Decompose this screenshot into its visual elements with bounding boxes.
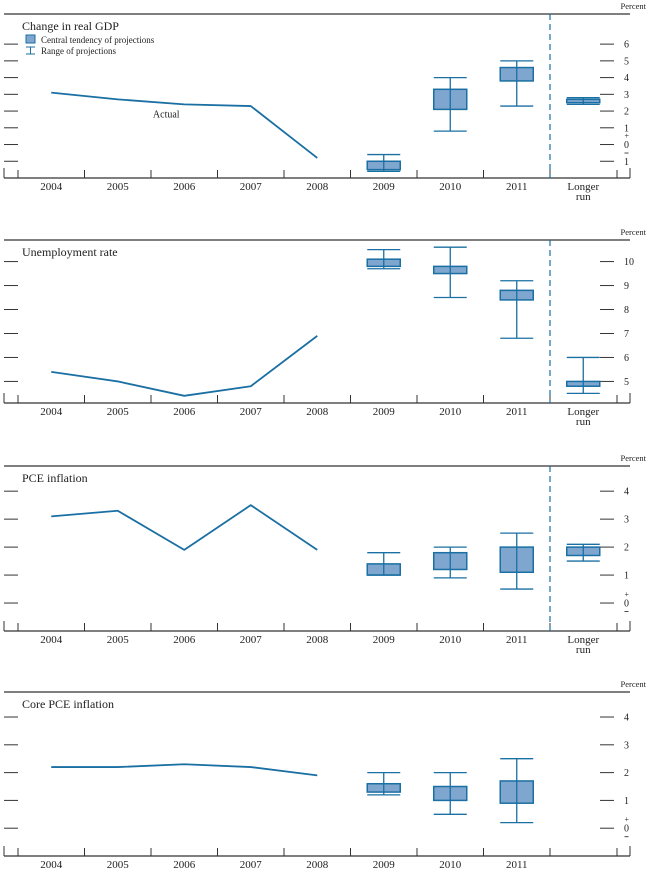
y-tick-label: 6 (624, 353, 629, 364)
y-tick-label: 0 (624, 599, 629, 610)
actual-annotation: Actual (153, 109, 180, 120)
x-tick-label: 2006 (173, 859, 196, 870)
unit-label: Percent (621, 227, 647, 237)
x-tick-label: 2004 (40, 634, 63, 646)
actual-series-line (51, 763, 318, 777)
y-tick-label: 4 (624, 713, 629, 724)
y-tick-label: 8 (624, 305, 629, 316)
y-tick-label: 2 (624, 107, 629, 118)
y-tick-label: 1 (624, 571, 629, 582)
unit-label: Percent (621, 453, 647, 463)
y-tick-label: 1 (624, 157, 629, 168)
y-tick-label: 6 (624, 40, 629, 51)
x-tick-label: Longer (567, 406, 599, 418)
x-tick-label: 2010 (439, 859, 462, 870)
x-tick-label: 2011 (506, 634, 528, 646)
panel-title: Core PCE inflation (22, 697, 114, 711)
x-tick-label: 2005 (107, 859, 130, 870)
y-tick-label: 1 (624, 123, 629, 134)
y-tick-label: 0 (624, 140, 629, 151)
x-tick-label: 2005 (107, 181, 130, 193)
plus-sign: + (625, 590, 630, 599)
x-tick-label: 2009 (373, 406, 396, 418)
x-tick-label: 2010 (439, 634, 462, 646)
x-tick-label: 2008 (306, 406, 329, 418)
panel-title: PCE inflation (22, 471, 88, 485)
x-tick-label: 2010 (439, 181, 462, 193)
x-tick-label: 2004 (40, 859, 63, 870)
x-tick-label: 2009 (373, 859, 396, 870)
x-tick-label: 2008 (306, 634, 329, 646)
x-tick-label: 2005 (107, 406, 130, 418)
panel-change-in-real-gdp: Percent Change in real GDP 6 5 4 3 2 1 0+1 2004 20… (3, 1, 647, 203)
legend-box-swatch-icon (25, 34, 36, 44)
unit-label: Percent (621, 1, 647, 11)
x-tick-label: 2007 (240, 406, 263, 418)
x-tick-label: 2011 (506, 181, 528, 193)
panel-title: Change in real GDP (22, 19, 119, 33)
x-tick-label: 2007 (240, 634, 263, 646)
y-tick-label: 4 (624, 487, 629, 498)
y-tick-label: 7 (624, 329, 629, 340)
x-tick-label: 2007 (240, 181, 263, 193)
y-tick-label: 3 (624, 515, 629, 526)
x-tick-label: 2004 (40, 181, 63, 193)
panel-pce-inflation: Percent PCE inflation 4 3 2 1 0+2004 2005 2006 20… (3, 453, 647, 656)
x-tick-label: 2008 (306, 859, 329, 870)
legend-central-tendency-label: Central tendency of projections (41, 35, 155, 45)
y-tick-label: 5 (624, 377, 629, 388)
y-tick-label: 0 (624, 824, 629, 835)
x-tick-label: Longer (567, 634, 599, 646)
plus-sign: + (625, 132, 630, 141)
y-tick-label: 10 (624, 257, 634, 268)
y-tick-label: 3 (624, 740, 629, 751)
y-tick-label: 2 (624, 543, 629, 554)
x-tick-label: run (576, 191, 591, 203)
panel-core-pce-inflation: Percent Core PCE inflation 4 3 2 1 0+2004 2005 2… (3, 679, 647, 870)
x-tick-label: 2011 (506, 859, 528, 870)
x-tick-label: Longer (567, 181, 599, 193)
panel-title: Unemployment rate (22, 245, 118, 259)
legend-range-label: Range of projections (41, 46, 116, 56)
x-tick-label: run (576, 416, 591, 428)
y-tick-label: 4 (624, 73, 629, 84)
actual-series-line (51, 335, 318, 397)
panel-unemployment-rate: Percent Unemployment rate 10 9 8 7 6 5 2004 2005 2… (3, 227, 647, 428)
unit-label: Percent (621, 679, 647, 689)
x-tick-label: 2006 (173, 406, 196, 418)
x-tick-label: 2009 (373, 181, 396, 193)
plus-sign: + (625, 815, 630, 824)
actual-series-line (51, 504, 318, 551)
x-tick-label: run (576, 644, 591, 656)
x-tick-label: 2011 (506, 406, 528, 418)
x-tick-label: 2008 (306, 181, 329, 193)
y-tick-label: 9 (624, 281, 629, 292)
y-tick-label: 1 (624, 796, 629, 807)
actual-series-line (51, 91, 318, 159)
x-tick-label: 2006 (173, 634, 196, 646)
x-tick-label: 2007 (240, 859, 263, 870)
x-tick-label: 2006 (173, 181, 196, 193)
x-tick-label: 2009 (373, 634, 396, 646)
x-tick-label: 2004 (40, 406, 63, 418)
y-tick-label: 3 (624, 90, 629, 101)
x-tick-label: 2005 (107, 634, 130, 646)
y-tick-label: 2 (624, 768, 629, 779)
y-tick-label: 5 (624, 56, 629, 67)
x-tick-label: 2010 (439, 406, 462, 418)
